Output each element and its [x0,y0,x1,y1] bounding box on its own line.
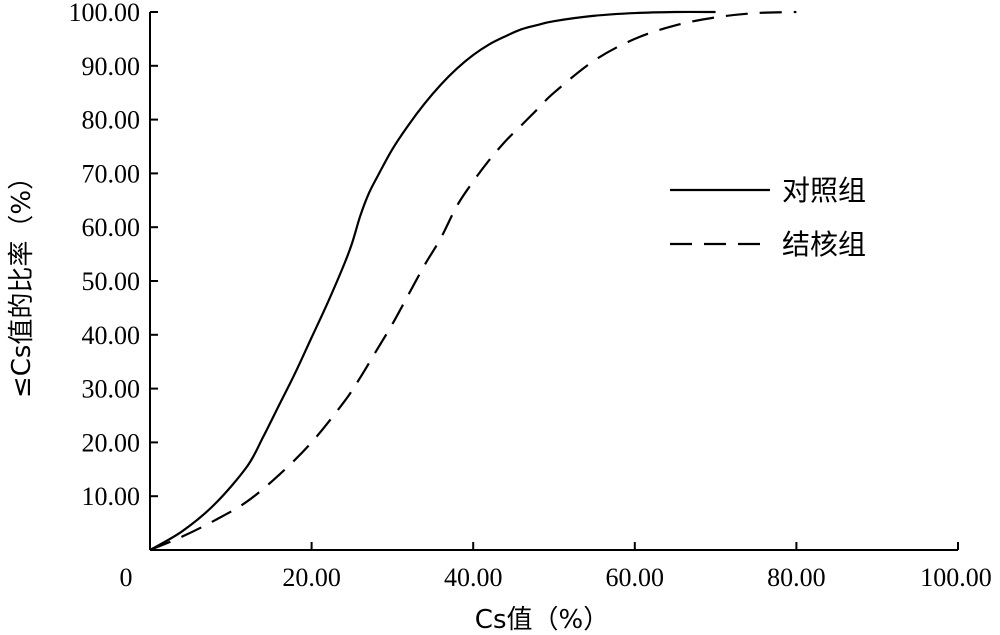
x-tick-label: 0 [120,563,133,592]
y-axis-title: ≤Cs值的比率（%） [7,164,37,398]
legend-label: 对照组 [782,174,866,207]
x-tick-label: 100.00 [920,563,992,592]
x-tick-label: 40.00 [444,563,503,592]
y-tick-label: 70.00 [82,159,141,188]
y-tick-label: 20.00 [82,428,141,457]
y-tick-label: 60.00 [82,213,141,242]
legend-label: 结核组 [782,228,866,261]
y-tick-label: 50.00 [82,267,141,296]
x-tick-label: 20.00 [282,563,341,592]
y-tick-label: 10.00 [82,482,141,511]
y-tick-label: 90.00 [82,52,141,81]
y-axis: 10.00 20.00 30.00 40.00 50.00 60.00 70.00 80.00… [69,0,158,550]
x-tick-label: 60.00 [606,563,665,592]
y-tick-label: 40.00 [82,321,141,350]
y-tick-label: 100.00 [69,0,141,27]
x-axis: 0 20.00 40.00 60.00 80.00 100.00 [120,542,992,592]
series-group [149,10,797,552]
y-tick-label: 30.00 [82,375,141,404]
series-line-control-group [149,10,716,551]
x-tick-label: 80.00 [767,563,826,592]
y-tick-label: 80.00 [82,106,141,135]
x-axis-title: Cs值（%） [475,605,609,635]
x-tick-group: 0 20.00 40.00 60.00 80.00 100.00 [120,542,992,592]
series-line-tb-group [149,10,797,552]
y-tick-group: 10.00 20.00 30.00 40.00 50.00 60.00 70.00 80.00… [69,0,158,511]
